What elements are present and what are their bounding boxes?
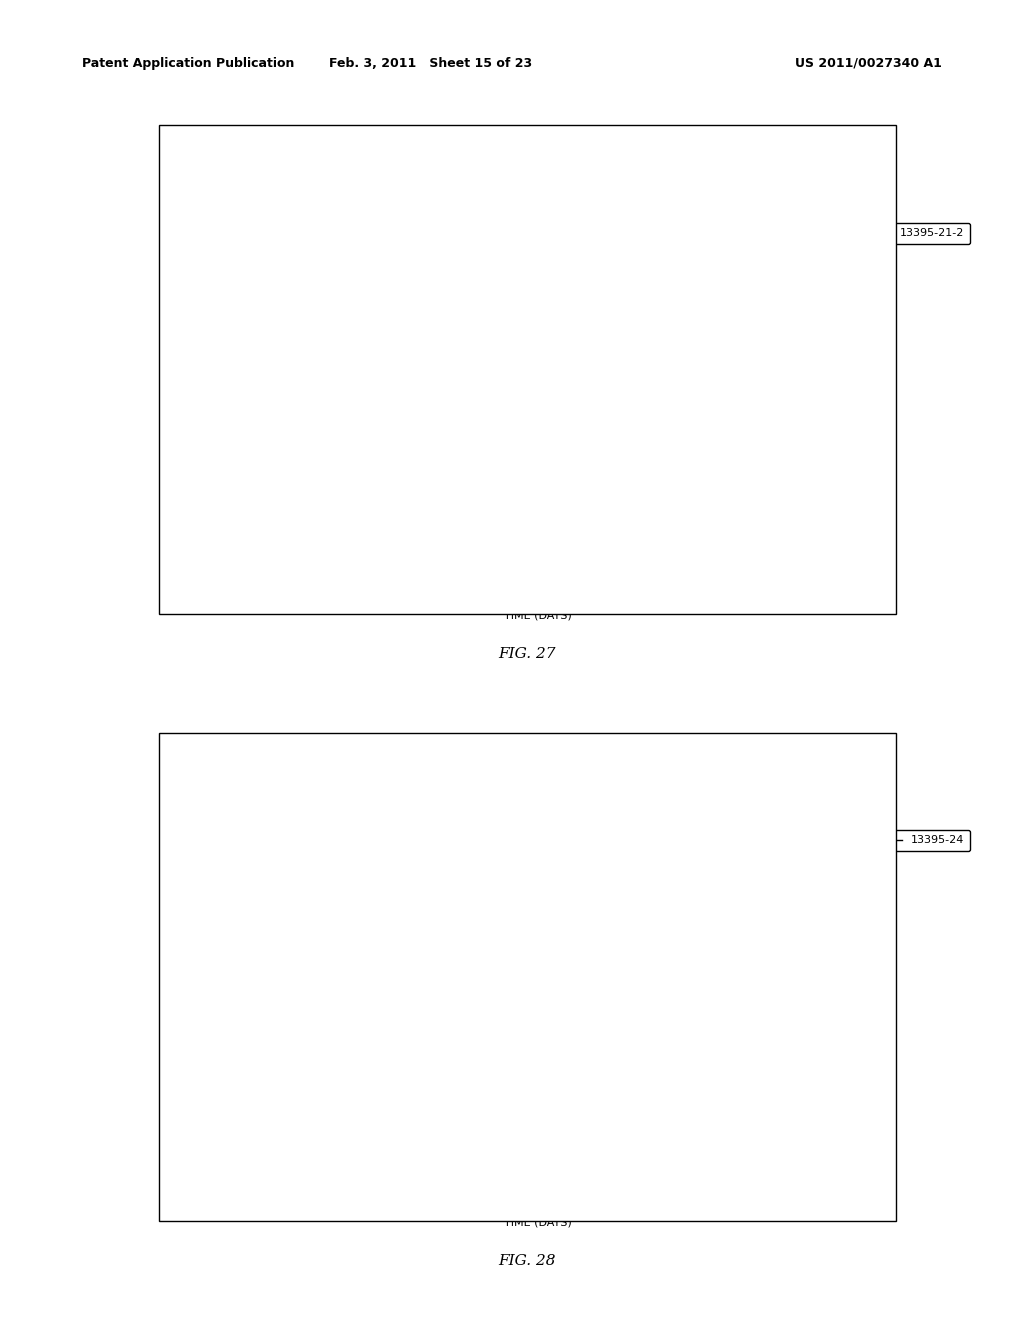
Text: US 2011/0027340 A1: US 2011/0027340 A1 [796, 57, 942, 70]
Legend: 13395-24: 13395-24 [874, 830, 970, 851]
Text: Patent Application Publication: Patent Application Publication [82, 57, 294, 70]
Legend: 13395-21-2: 13395-21-2 [863, 223, 970, 244]
Text: FIG. 28: FIG. 28 [499, 1254, 556, 1269]
Text: Feb. 3, 2011   Sheet 15 of 23: Feb. 3, 2011 Sheet 15 of 23 [329, 57, 531, 70]
X-axis label: TIME (DAYS): TIME (DAYS) [504, 1218, 571, 1228]
X-axis label: TIME (DAYS): TIME (DAYS) [504, 611, 571, 620]
Y-axis label: % CUMULATIVE ELUTION: % CUMULATIVE ELUTION [183, 913, 193, 1040]
Y-axis label: % CUMULATIVE ELUTION: % CUMULATIVE ELUTION [176, 306, 185, 433]
Text: FIG. 27: FIG. 27 [499, 647, 556, 661]
